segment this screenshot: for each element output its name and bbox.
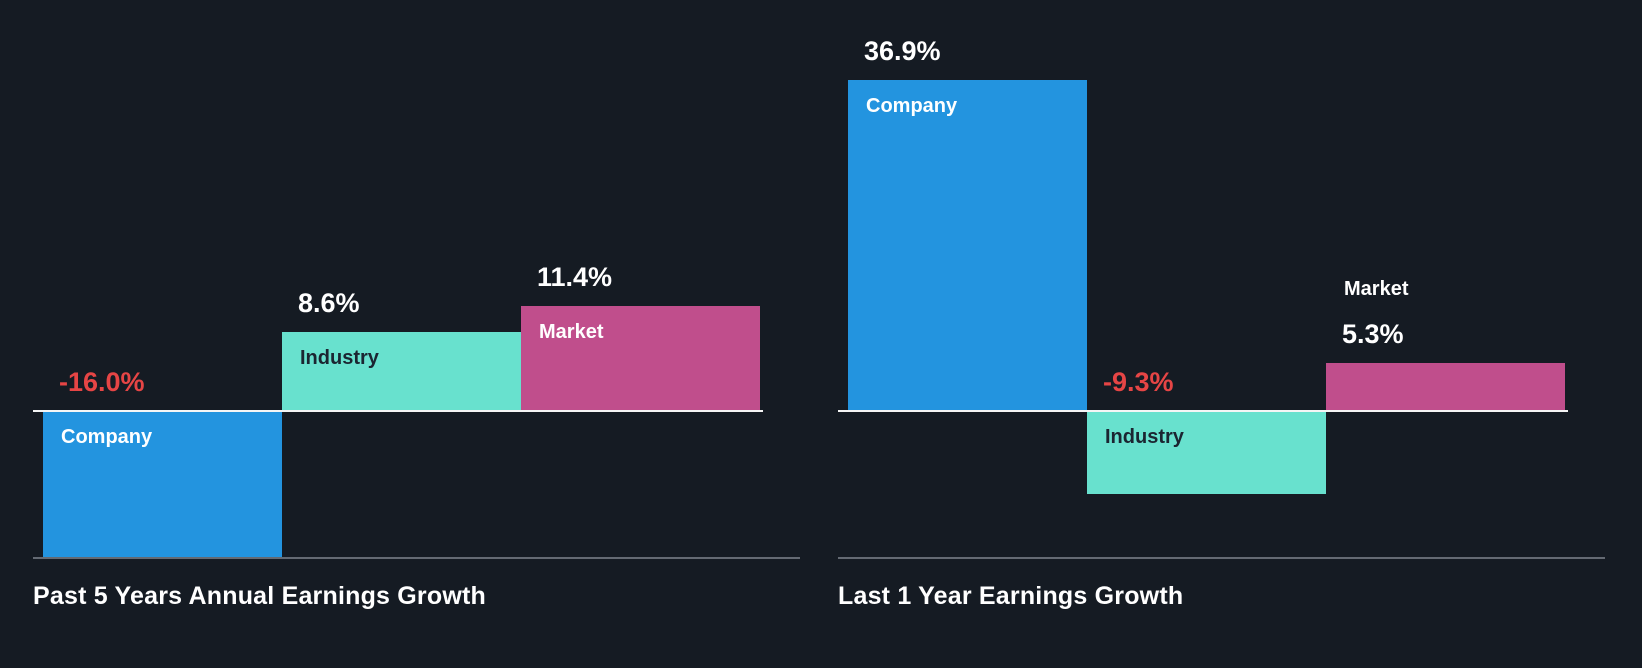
bar-group-company: -16.0% Company [43,0,282,560]
bar-name-label: Industry [1105,426,1184,448]
market-bar [521,306,760,411]
bar-value-label: 11.4% [537,262,613,293]
bar-group-industry: -9.3% Industry [1087,0,1326,560]
industry-bar [1087,411,1326,495]
bar-name-label: Market [1344,278,1409,301]
bar-group-market: 5.3% Market [1326,0,1565,560]
bar-name-label: Industry [300,346,379,369]
chart-title: Last 1 Year Earnings Growth [838,582,1184,610]
bar-chart-past-5-years: -16.0% Company 8.6% Industry 11.4% Marke… [33,0,800,560]
bottom-axis-line [33,557,800,559]
bar-name-label: Market [539,321,604,344]
bar-value-label: -9.3% [1103,367,1174,397]
zero-axis-line [838,410,1568,412]
chart-title: Past 5 Years Annual Earnings Growth [33,582,486,610]
earnings-growth-charts: -16.0% Company 8.6% Industry 11.4% Marke… [33,0,1605,611]
industry-bar [282,331,521,411]
bar-name-label: Company [866,95,958,117]
bar-group-market: 11.4% Market [521,0,760,560]
company-bar [43,411,282,558]
bar-value-label: 36.9% [864,36,941,66]
bar-group-industry: 8.6% Industry [282,0,521,560]
bar-value-label: 5.3% [1342,319,1404,350]
bar-value-label: 8.6% [298,287,360,318]
bar-value-label: -16.0% [59,367,145,397]
bar-chart-last-1-year: 36.9% Company -9.3% Industry 5.3% Market [838,0,1605,560]
market-bar [1326,363,1565,411]
bar-name-label: Company [61,426,153,448]
bottom-axis-line [838,557,1605,559]
zero-axis-line [33,410,763,412]
company-bar [848,80,1087,411]
chart-block-last-1-year: 36.9% Company -9.3% Industry 5.3% Market… [838,0,1605,611]
bar-group-company: 36.9% Company [848,0,1087,560]
chart-block-past-5-years: -16.0% Company 8.6% Industry 11.4% Marke… [33,0,800,611]
